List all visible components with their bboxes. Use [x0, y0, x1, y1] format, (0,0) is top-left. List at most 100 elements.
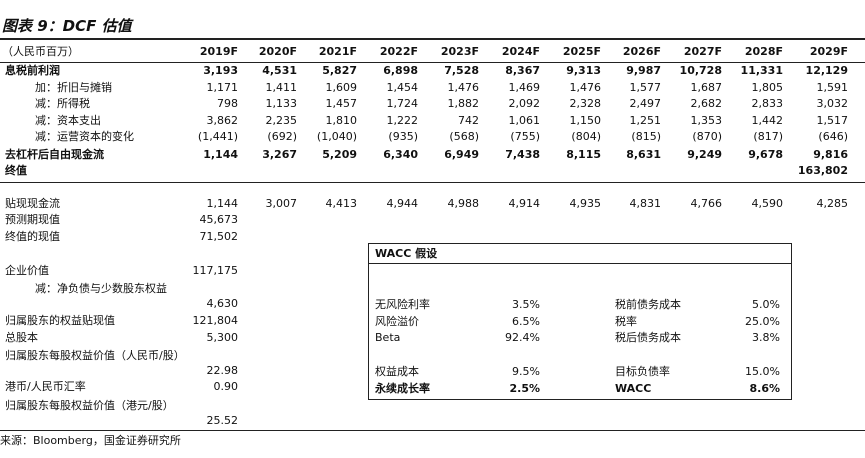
cell: 742 [458, 114, 479, 127]
cell: 4,944 [386, 197, 419, 210]
cell: 4,413 [325, 197, 358, 210]
wacc-label: 权益成本 [375, 365, 419, 378]
row-label: 港币/人民币汇率 [5, 380, 86, 393]
cell: 25.52 [206, 414, 239, 427]
cell: 3,267 [262, 148, 297, 161]
wacc-value: 5.0% [752, 298, 780, 311]
row-label: 息税前利润 [5, 64, 60, 77]
wacc-label: 税率 [615, 315, 637, 328]
cell: 1,469 [508, 81, 541, 94]
cell: 1,687 [690, 81, 723, 94]
cell: 1,609 [325, 81, 358, 94]
cell: 1,805 [751, 81, 784, 94]
cell: 1,577 [629, 81, 662, 94]
row-label: 去杠杆后自由现金流 [5, 148, 104, 161]
row-label: 归属股东的权益贴现值 [5, 314, 115, 327]
cell: 1,442 [751, 114, 784, 127]
cell: 3,862 [206, 114, 239, 127]
cell: 45,673 [199, 213, 239, 226]
cell: 8,367 [505, 64, 540, 77]
cell: (1,040) [316, 130, 357, 143]
wacc-label: WACC [615, 382, 652, 395]
unit-label: （人民币百万） [2, 45, 79, 58]
wacc-label: Beta [375, 331, 401, 344]
cell: 1,061 [508, 114, 541, 127]
cell: 4,285 [816, 197, 849, 210]
row-label: 减：净负债与少数股东权益 [35, 282, 167, 295]
rule [368, 263, 792, 264]
cell: 4,935 [569, 197, 602, 210]
row-label: 终值 [5, 164, 27, 177]
cell: 1,353 [690, 114, 723, 127]
cell: 8,115 [566, 148, 601, 161]
figure-title: 图表 9：DCF 估值 [2, 17, 132, 35]
year-header: 2028F [744, 45, 783, 58]
cell: 1,171 [206, 81, 239, 94]
wacc-value: 6.5% [512, 315, 540, 328]
row-label: 归属股东每股权益价值（港元/股） [5, 399, 174, 412]
row-label: 预测期现值 [5, 213, 60, 226]
cell: (646) [818, 130, 848, 143]
cell: 9,313 [566, 64, 601, 77]
cell: 2,092 [508, 97, 541, 110]
cell: 798 [217, 97, 238, 110]
year-header: 2025F [562, 45, 601, 58]
cell: 4,590 [751, 197, 784, 210]
cell: 6,340 [383, 148, 418, 161]
year-header: 2029F [809, 45, 848, 58]
wacc-title: WACC 假设 [375, 247, 438, 260]
cell: 1,411 [265, 81, 298, 94]
cell: 4,988 [447, 197, 480, 210]
wacc-value: 9.5% [512, 365, 540, 378]
cell: 2,235 [265, 114, 298, 127]
cell: 3,007 [265, 197, 298, 210]
cell: 121,804 [192, 314, 239, 327]
row-label: 减：运营资本的变化 [35, 130, 134, 143]
row-label: 归属股东每股权益价值（人民币/股） [5, 349, 185, 362]
cell: 2,682 [690, 97, 723, 110]
row-label: 贴现现金流 [5, 197, 60, 210]
cell: (815) [631, 130, 661, 143]
wacc-label: 税前债务成本 [615, 298, 681, 311]
wacc-value: 15.0% [745, 365, 780, 378]
cell: 1,476 [569, 81, 602, 94]
cell: 3,193 [203, 64, 238, 77]
cell: 1,882 [447, 97, 480, 110]
row-label: 终值的现值 [5, 230, 60, 243]
wacc-value: 25.0% [745, 315, 780, 328]
wacc-value: 2.5% [509, 382, 540, 395]
cell: 5,827 [322, 64, 357, 77]
source: 来源：Bloomberg，国金证券研究所 [0, 434, 181, 447]
cell: 1,517 [816, 114, 849, 127]
cell: 10,728 [679, 64, 722, 77]
cell: (692) [267, 130, 297, 143]
wacc-label: 永续成长率 [375, 382, 430, 395]
year-header: 2022F [379, 45, 418, 58]
cell: 5,300 [206, 331, 239, 344]
wacc-value: 8.6% [749, 382, 780, 395]
cell: 9,678 [748, 148, 783, 161]
cell: 1,457 [325, 97, 358, 110]
cell: 2,833 [751, 97, 784, 110]
cell: 9,987 [626, 64, 661, 77]
cell: 1,724 [386, 97, 419, 110]
cell: 1,222 [386, 114, 419, 127]
cell: 1,251 [629, 114, 662, 127]
row-label: 总股本 [5, 331, 38, 344]
cell: 9,249 [687, 148, 722, 161]
cell: 1,591 [816, 81, 849, 94]
cell: 5,209 [322, 148, 357, 161]
wacc-value: 3.5% [512, 298, 540, 311]
cell: (804) [571, 130, 601, 143]
year-header: 2021F [318, 45, 357, 58]
wacc-value: 3.8% [752, 331, 780, 344]
cell: 4,914 [508, 197, 541, 210]
wacc-label: 目标负债率 [615, 365, 670, 378]
row-label: 减：所得税 [35, 97, 90, 110]
rule [0, 38, 865, 40]
rule [0, 62, 865, 63]
cell: 6,898 [383, 64, 418, 77]
cell: 163,802 [797, 164, 848, 177]
cell: 3,032 [816, 97, 849, 110]
cell: 4,831 [629, 197, 662, 210]
